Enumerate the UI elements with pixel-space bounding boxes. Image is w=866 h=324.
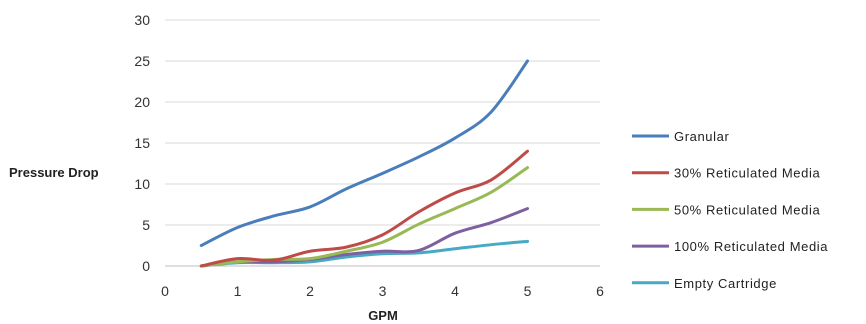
series-line-granular bbox=[199, 59, 529, 247]
gridlines bbox=[165, 19, 600, 226]
y-tick-label: 20 bbox=[134, 94, 150, 110]
x-axis-title: GPM bbox=[368, 308, 398, 323]
x-tick-label: 1 bbox=[234, 283, 242, 299]
y-axis-ticks: 0 5 10 15 20 25 30 bbox=[134, 12, 150, 274]
x-tick-label: 2 bbox=[306, 283, 314, 299]
y-tick-label: 30 bbox=[134, 12, 150, 28]
y-tick-label: 5 bbox=[142, 217, 150, 233]
legend-label-30pct-reticulated-media: 30% Reticulated Media bbox=[674, 166, 820, 181]
y-axis-title: Pressure Drop bbox=[9, 165, 99, 180]
x-tick-label: 6 bbox=[596, 283, 604, 299]
series-lines bbox=[199, 59, 529, 268]
y-tick-label: 0 bbox=[142, 258, 150, 274]
series-line-30pct-reticulated-media bbox=[199, 149, 529, 268]
legend-label-50pct-reticulated-media: 50% Reticulated Media bbox=[674, 202, 820, 217]
legend: Granular 30% Reticulated Media 50% Reticul… bbox=[632, 129, 828, 291]
legend-label-granular: Granular bbox=[674, 129, 729, 144]
x-tick-label: 0 bbox=[161, 283, 169, 299]
legend-label-100pct-reticulated-media: 100% Reticulated Media bbox=[674, 239, 828, 254]
x-tick-label: 5 bbox=[524, 283, 532, 299]
series-line-100pct-reticulated-media bbox=[199, 207, 529, 268]
x-axis-ticks: 0 1 2 3 4 5 6 bbox=[161, 283, 604, 299]
y-tick-label: 15 bbox=[134, 135, 150, 151]
y-tick-label: 25 bbox=[134, 53, 150, 69]
x-tick-label: 4 bbox=[451, 283, 459, 299]
legend-label-empty-cartridge: Empty Cartridge bbox=[674, 276, 777, 291]
y-tick-label: 10 bbox=[134, 176, 150, 192]
x-tick-label: 3 bbox=[379, 283, 387, 299]
